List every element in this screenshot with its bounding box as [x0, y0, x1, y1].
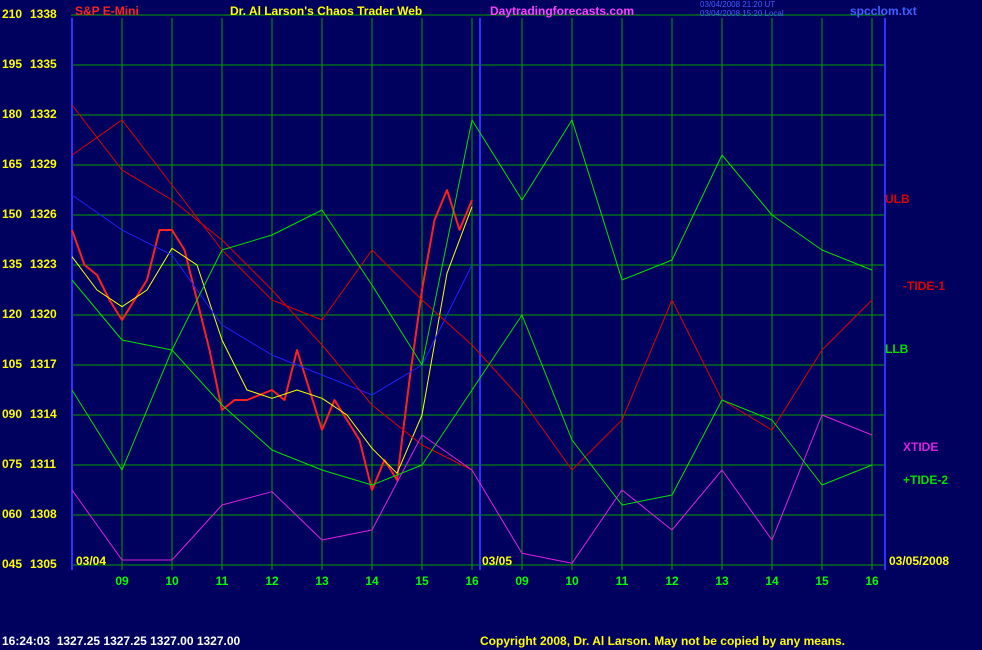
y2-tick-label: 075	[2, 457, 22, 471]
y-tick-label: 1305	[30, 557, 57, 571]
y2-tick-label: 045	[2, 557, 22, 571]
series-line	[71, 189, 473, 491]
series-line	[71, 194, 473, 396]
x-tick-label: 14	[765, 574, 779, 588]
series-line	[71, 314, 873, 506]
y2-tick-label: 105	[2, 357, 22, 371]
legend-label: +TIDE-2	[903, 473, 948, 487]
y2-tick-label: 060	[2, 507, 22, 521]
x-tick-label: 11	[616, 574, 629, 588]
x-tick-label: 15	[815, 574, 829, 588]
chart-title: Dr. Al Larson's Chaos Trader Web	[230, 4, 422, 18]
y2-tick-label: 195	[2, 57, 22, 71]
status-line: 16:24:03 1327.25 1327.25 1327.00 1327.00	[2, 634, 241, 648]
date-label: 03/05/2008	[889, 554, 949, 568]
y-tick-label: 1335	[30, 57, 57, 71]
y2-tick-label: 165	[2, 157, 22, 171]
y-tick-label: 1320	[30, 307, 57, 321]
date-label: 03/04	[76, 554, 106, 568]
legend-label: -TIDE-1	[903, 279, 945, 293]
x-tick-label: 11	[216, 574, 229, 588]
series-line	[71, 119, 873, 471]
x-tick-label: 13	[715, 574, 729, 588]
x-tick-label: 13	[315, 574, 329, 588]
legend-label: LLB	[885, 342, 909, 356]
timestamp-local: 03/04/2008 15:20 Local	[700, 9, 784, 18]
y2-tick-label: 210	[2, 7, 22, 21]
y-tick-label: 1329	[30, 157, 57, 171]
y-tick-label: 1311	[30, 457, 56, 471]
x-tick-label: 16	[465, 574, 479, 588]
y-tick-label: 1323	[30, 257, 57, 271]
y-tick-label: 1317	[30, 357, 57, 371]
series-line	[71, 104, 473, 471]
x-tick-label: 12	[665, 574, 679, 588]
x-tick-label: 10	[565, 574, 579, 588]
x-tick-label: 14	[365, 574, 379, 588]
y-tick-label: 1338	[30, 7, 57, 21]
x-tick-label: 16	[865, 574, 879, 588]
x-tick-label: 09	[515, 574, 529, 588]
legend-label: ULB	[885, 192, 910, 206]
website: Daytradingforecasts.com	[490, 4, 634, 18]
copyright: Copyright 2008, Dr. Al Larson. May not b…	[480, 634, 845, 648]
y-tick-label: 1332	[30, 107, 57, 121]
x-tick-label: 09	[115, 574, 129, 588]
series-line	[71, 206, 473, 474]
y-tick-label: 1308	[30, 507, 57, 521]
y2-tick-label: 180	[2, 107, 22, 121]
y2-tick-label: 150	[2, 207, 22, 221]
instrument: S&P E-Mini	[75, 4, 139, 18]
y2-tick-label: 135	[2, 257, 22, 271]
file-name: spcclom.txt	[850, 4, 917, 18]
y-tick-label: 1314	[30, 407, 57, 421]
date-label: 03/05	[482, 554, 512, 568]
y-tick-label: 1326	[30, 207, 57, 221]
series-line	[71, 119, 873, 366]
x-tick-label: 15	[415, 574, 429, 588]
x-tick-label: 12	[265, 574, 279, 588]
series-line	[71, 414, 873, 564]
legend-label: XTIDE	[903, 440, 938, 454]
x-tick-label: 10	[165, 574, 179, 588]
y2-tick-label: 090	[2, 407, 22, 421]
y2-tick-label: 120	[2, 307, 22, 321]
timestamp-ut: 03/04/2008 21:20 UT	[700, 0, 775, 9]
